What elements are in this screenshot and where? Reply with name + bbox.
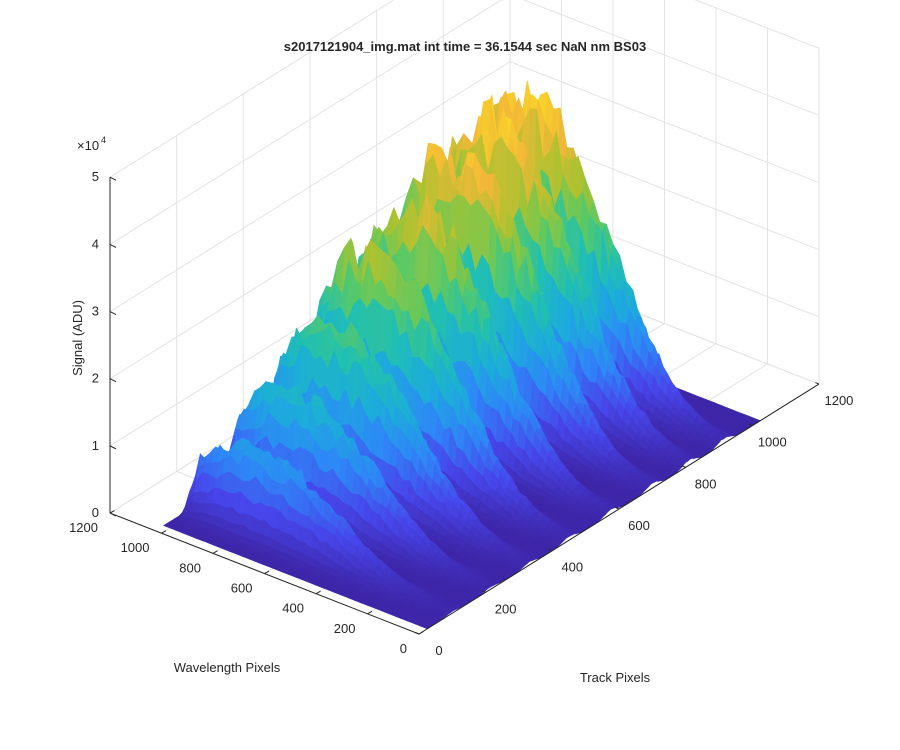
grid-line [109,0,395,178]
grid-line [694,0,820,49]
grid-line [522,0,820,116]
grid-line [509,61,820,184]
grid-line [109,0,503,245]
surface [163,80,761,630]
grid-line [109,61,511,312]
